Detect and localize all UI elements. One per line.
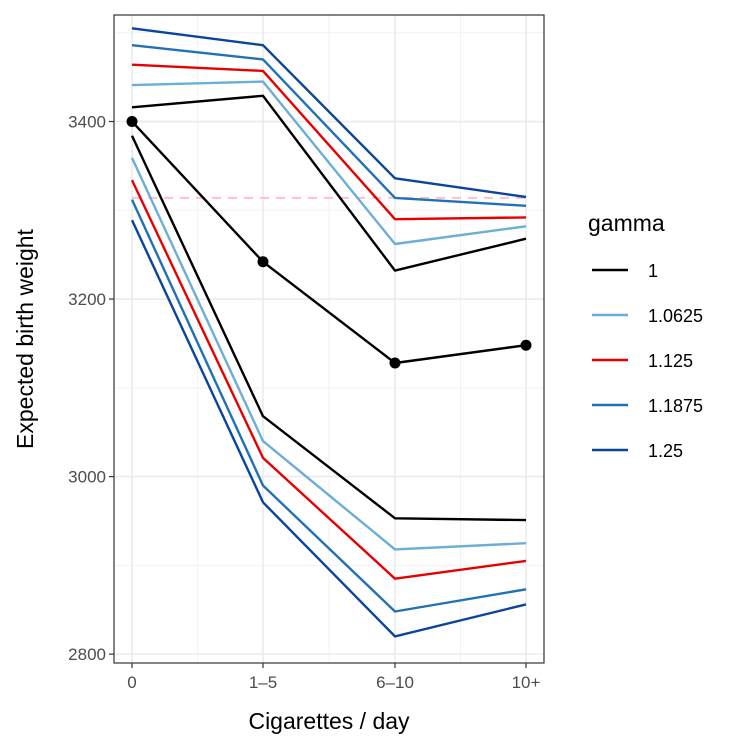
lower-bound-line-gamma-1-0625 xyxy=(130,157,527,551)
series-lines xyxy=(130,27,527,638)
legend-label: 1 xyxy=(648,261,658,281)
plot-border xyxy=(113,14,545,664)
legend: gamma 1 1.0625 1.125 1.1875 1.25 xyxy=(588,210,703,461)
legend-label: 1.0625 xyxy=(648,306,703,326)
legend-title: gamma xyxy=(588,210,665,236)
lower-bound-line-gamma-1-1875 xyxy=(130,199,527,613)
estimate-points xyxy=(126,116,532,369)
estimate-point xyxy=(126,116,138,128)
x-axis: 0 1–5 6–10 10+ xyxy=(127,663,540,692)
legend-label: 1.125 xyxy=(648,351,693,371)
major-gridlines xyxy=(114,15,544,663)
x-tick-label: 1–5 xyxy=(249,673,277,692)
y-axis-title: Expected birth weight xyxy=(12,228,38,449)
y-tick-label: 3000 xyxy=(68,468,106,487)
legend-label: 1.25 xyxy=(648,441,683,461)
y-tick-label: 2800 xyxy=(68,645,106,664)
y-tick-label: 3400 xyxy=(68,113,106,132)
x-axis-title: Cigarettes / day xyxy=(248,708,410,734)
legend-label: 1.1875 xyxy=(648,396,703,416)
minor-gridlines xyxy=(114,15,544,663)
x-tick-label: 10+ xyxy=(512,673,541,692)
upper-bound-line-gamma-1-125 xyxy=(131,63,527,221)
upper-bound-line-gamma-1-1875 xyxy=(131,44,527,207)
y-tick-label: 3200 xyxy=(68,290,106,309)
x-tick-label: 0 xyxy=(127,673,136,692)
estimate-line xyxy=(131,120,527,365)
estimate-point xyxy=(520,339,532,351)
y-axis: 2800 3000 3200 3400 xyxy=(68,113,114,664)
upper-bound-line-gamma-1 xyxy=(131,94,527,272)
estimate-point xyxy=(389,357,401,369)
lower-bound-line-gamma-1-125 xyxy=(130,179,527,580)
upper-bound-line-gamma-1-0625 xyxy=(131,80,527,246)
lower-bound-line-gamma-1-25 xyxy=(130,219,527,638)
estimate-point xyxy=(257,256,269,268)
upper-bound-line-gamma-1-25 xyxy=(131,27,527,199)
lower-bound-line-gamma-1 xyxy=(130,135,527,522)
x-tick-label: 6–10 xyxy=(376,673,414,692)
